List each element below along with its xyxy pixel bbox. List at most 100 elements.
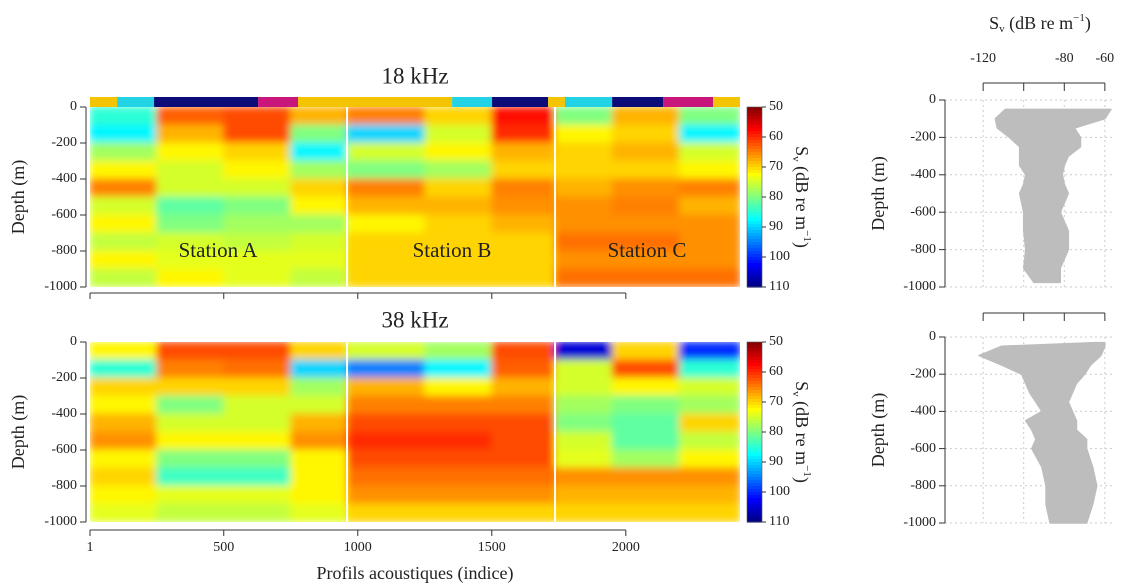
label-sup: −1 xyxy=(1073,12,1085,24)
heat-cell xyxy=(424,377,493,397)
heat-cell xyxy=(90,107,158,126)
heat-cell xyxy=(678,250,740,270)
colorbar-cell xyxy=(747,140,762,144)
heat-cell xyxy=(346,359,426,379)
y-tick-label: -1000 xyxy=(44,514,77,529)
heat-cell xyxy=(290,395,348,415)
colorbar-cell xyxy=(747,116,762,120)
heat-cell xyxy=(223,342,292,361)
heat-cell xyxy=(424,431,493,451)
heat-cell xyxy=(156,377,225,397)
heat-cell xyxy=(424,178,493,198)
y-tick-label: -200 xyxy=(51,135,77,150)
colorbar-cell xyxy=(747,384,762,388)
heat-cell xyxy=(290,503,348,522)
x-tick-label: 1000 xyxy=(344,540,372,555)
heat-cell xyxy=(678,431,740,451)
heat-cell xyxy=(223,124,292,144)
heat-cell xyxy=(554,196,613,216)
colorbar-cell xyxy=(747,131,762,135)
colorbar-cell xyxy=(747,390,762,394)
heat-cell xyxy=(491,449,556,469)
colorbar-tick-label: 100 xyxy=(769,249,790,264)
heat-cell xyxy=(424,413,493,433)
heat-cell xyxy=(554,431,613,451)
period-strip xyxy=(713,97,740,107)
colorbar-tick-label: 100 xyxy=(769,484,790,499)
colorbar-cell xyxy=(747,519,762,523)
y-tick-label: -1000 xyxy=(903,279,936,294)
heat-cell xyxy=(424,485,493,505)
heat-cell xyxy=(424,395,493,415)
heat-cell xyxy=(554,142,613,162)
heat-cell xyxy=(90,178,158,198)
heat-cell xyxy=(611,124,680,144)
heat-cell xyxy=(678,196,740,216)
colorbar-cell xyxy=(747,272,762,276)
heat-cell xyxy=(678,413,740,433)
colorbar-cell xyxy=(747,230,762,234)
heat-cell xyxy=(346,250,426,270)
heat-cell xyxy=(290,250,348,270)
colorbar-cell xyxy=(747,429,762,433)
colorbar-cell xyxy=(747,170,762,174)
colorbar-cell xyxy=(747,152,762,156)
colorbar-cell xyxy=(747,411,762,415)
heat-cell xyxy=(678,467,740,487)
heat-cell xyxy=(554,503,613,522)
heat-cell xyxy=(678,160,740,180)
heat-cell xyxy=(491,377,556,397)
station-label: Station A xyxy=(179,238,259,262)
heat-cell xyxy=(90,449,158,469)
heat-cell xyxy=(156,107,225,126)
heat-cell xyxy=(156,250,225,270)
colorbar-cell xyxy=(747,263,762,267)
period-strip xyxy=(258,97,298,107)
heat-cell xyxy=(223,449,292,469)
heat-cell xyxy=(156,160,225,180)
heat-cell xyxy=(290,342,348,361)
colorbar-tick-label: 50 xyxy=(769,99,783,114)
colorbar-cell xyxy=(747,381,762,385)
x-tick-label: 500 xyxy=(213,540,234,555)
colorbar-cell xyxy=(747,161,762,165)
heat-cell xyxy=(491,395,556,415)
y-tick-label: -200 xyxy=(51,370,77,385)
colorbar-cell xyxy=(747,257,762,261)
heat-cell xyxy=(491,503,556,522)
heat-cell xyxy=(678,178,740,198)
label-sub: v xyxy=(790,156,802,162)
colorbar-cell xyxy=(747,275,762,279)
heat-cell xyxy=(223,268,292,287)
heat-cell xyxy=(678,268,740,287)
heat-cell xyxy=(554,107,613,126)
colorbar-cell xyxy=(747,128,762,132)
heat-cell xyxy=(424,196,493,216)
colorbar-cell xyxy=(747,119,762,123)
heat-cell xyxy=(156,503,225,522)
colorbar-cell xyxy=(747,435,762,439)
colorbar-cell xyxy=(747,254,762,258)
label-sup: −1 xyxy=(801,465,813,477)
y-tick-label: -1000 xyxy=(903,515,936,530)
heat-cell xyxy=(424,250,493,270)
heat-cell xyxy=(491,413,556,433)
heat-cell xyxy=(290,359,348,379)
colorbar-tick-label: 110 xyxy=(769,279,789,294)
heat-cell xyxy=(156,342,225,361)
heat-cell xyxy=(554,232,613,252)
colorbar-cell xyxy=(747,206,762,210)
x-axis-label: Profils acoustiques (indice) xyxy=(317,563,514,584)
heat-cell xyxy=(611,250,680,270)
heat-cell xyxy=(346,214,426,234)
heat-cell xyxy=(90,377,158,397)
heat-cell xyxy=(491,268,556,287)
colorbar-tick-label: 60 xyxy=(769,364,783,379)
y-axis-label: Depth (m) xyxy=(8,160,29,234)
colorbar-cell xyxy=(747,212,762,216)
heat-cell xyxy=(611,467,680,487)
sv-range xyxy=(978,341,1106,524)
colorbar-tick-label: 90 xyxy=(769,454,783,469)
heat-cell xyxy=(156,214,225,234)
